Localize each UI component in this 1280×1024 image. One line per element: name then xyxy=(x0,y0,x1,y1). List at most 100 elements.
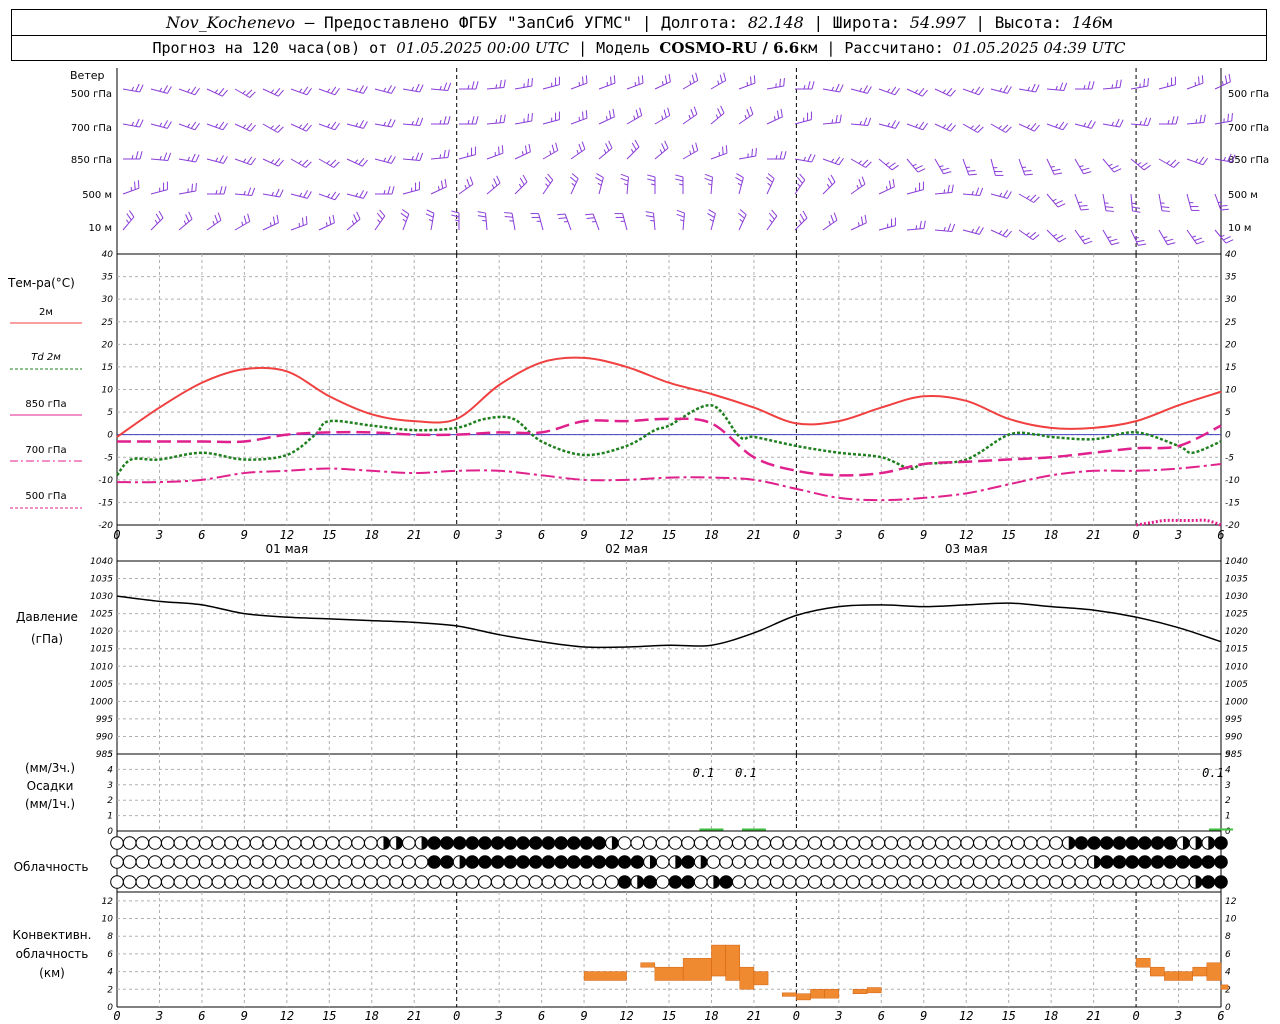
wind-barb-flag xyxy=(802,210,808,219)
cloud-fill-full xyxy=(1125,836,1139,850)
cloud-circle xyxy=(1087,875,1101,889)
wind-barb-flag xyxy=(391,186,395,195)
wind-barb-flag xyxy=(892,178,895,187)
wind-barb xyxy=(934,158,944,174)
ytick-left-temp: 5 xyxy=(107,408,113,418)
ytick-left-temp: -5 xyxy=(104,453,113,463)
wind-barb-flag xyxy=(329,159,337,166)
wind-barb-flag xyxy=(749,106,754,115)
wind-barb-flag xyxy=(1005,126,1012,133)
wind-barb-flag xyxy=(242,124,247,129)
cloud-circle xyxy=(1011,855,1025,869)
wind-barb-flag xyxy=(720,105,725,114)
wind-barb-flag xyxy=(664,75,668,84)
cloud-circle xyxy=(110,875,124,889)
wind-barb-flag xyxy=(612,108,615,117)
wind-barb-flag xyxy=(358,158,365,165)
wind-barb xyxy=(1130,85,1148,90)
wind-barb-flag xyxy=(650,219,655,222)
cloud-circle xyxy=(148,875,162,889)
cloud-circle xyxy=(820,875,835,889)
wind-barb-flag xyxy=(661,115,664,120)
wind-barb-flag xyxy=(356,211,361,220)
wind-barb xyxy=(262,222,279,231)
cloud-circle xyxy=(922,875,936,889)
wind-barb-flag xyxy=(1227,153,1232,162)
wind-barb-flag xyxy=(914,89,919,94)
longitude-value: 82.148 xyxy=(747,13,804,32)
wind-barb-flag xyxy=(922,89,928,97)
wind-barb-flag xyxy=(443,82,448,91)
wind-barb-flag xyxy=(251,187,256,196)
wind-barb xyxy=(990,158,996,176)
cloud-circle xyxy=(287,875,302,889)
cloud-circle xyxy=(719,855,733,869)
wind-barb-flag xyxy=(1119,119,1124,128)
cloud-circle xyxy=(808,855,822,869)
cloud-fill-full xyxy=(618,855,631,869)
xtick-temp: 21 xyxy=(407,528,421,542)
wind-barb-flag xyxy=(187,123,191,128)
wind-barb-flag xyxy=(128,210,135,218)
wind-barb-flag xyxy=(888,180,892,189)
wind-barb-flag xyxy=(270,159,275,164)
xtick-temp: 6 xyxy=(538,528,545,542)
xtick-temp: 0 xyxy=(1132,528,1139,542)
cloud-circle xyxy=(693,875,708,889)
wind-barb-flag xyxy=(688,114,691,120)
wind-barb-flag xyxy=(383,190,386,195)
wind-barb xyxy=(514,85,532,90)
wind-barb-flag xyxy=(1147,117,1152,126)
xtick-temp: 12 xyxy=(280,528,294,542)
wind-barb-flag xyxy=(1139,120,1142,125)
wind-barb-flag xyxy=(166,121,172,129)
wind-barb-flag xyxy=(891,164,899,171)
cloud-circle xyxy=(1074,855,1089,869)
wind-barb-flag xyxy=(1132,206,1141,209)
wind-barb xyxy=(738,177,744,195)
wind-barb-flag xyxy=(676,209,685,214)
wind-barb-flag xyxy=(1087,81,1091,90)
wind-barb xyxy=(710,112,725,125)
wind-barb-flag xyxy=(298,124,303,129)
wind-barb-flag xyxy=(522,174,528,183)
cloud-circle xyxy=(287,855,302,869)
wind-barb-flag xyxy=(1079,165,1084,168)
forecast-label: Прогноз на 120 часа(ов) от xyxy=(152,39,388,57)
cloud-circle xyxy=(731,836,746,850)
wind-barb-flag xyxy=(1052,168,1061,172)
wind-barb-flag xyxy=(951,184,954,193)
header: Nov_Kochenevo – Предоставлено ФГБУ "ЗапС… xyxy=(11,9,1267,61)
wind-barb-flag xyxy=(1219,205,1228,207)
conv-bar xyxy=(1192,966,1208,977)
wind-barb-flag xyxy=(1032,234,1040,241)
wind-barb xyxy=(962,158,970,176)
wind-barb-flag xyxy=(663,109,667,118)
wind-barb xyxy=(1018,229,1034,241)
wind-barb xyxy=(598,82,616,90)
cloud-fill-full xyxy=(440,836,454,850)
cloud-circle xyxy=(249,836,264,850)
cloud-fill-full xyxy=(1151,855,1164,869)
cloud-circle xyxy=(1023,836,1038,850)
wind-barb xyxy=(570,82,588,90)
wind-barb xyxy=(1186,229,1198,245)
wind-barb-flag xyxy=(1191,235,1197,238)
wind-barb-flag xyxy=(274,158,281,165)
cloud-fill-full xyxy=(1100,855,1114,869)
wind-barb-flag xyxy=(1029,231,1037,238)
wind-barb-flag xyxy=(1023,170,1032,172)
conv-bar xyxy=(725,944,741,981)
wind-barb-flag xyxy=(521,151,524,156)
cloud-fill-full xyxy=(669,875,682,889)
wind-barb-flag xyxy=(947,223,952,232)
wind-barb-flag xyxy=(1195,158,1199,163)
wind-barb-flag xyxy=(828,220,831,226)
wind-barb-flag xyxy=(212,220,215,226)
cloud-fill-full xyxy=(1214,855,1228,869)
wind-barb-flag xyxy=(639,107,643,116)
cloud-fill-full xyxy=(1214,836,1228,850)
wind-barb-flag xyxy=(247,187,252,196)
wind-barb-flag xyxy=(518,183,522,188)
temp-label: Тем-ра(°C) xyxy=(8,276,75,290)
